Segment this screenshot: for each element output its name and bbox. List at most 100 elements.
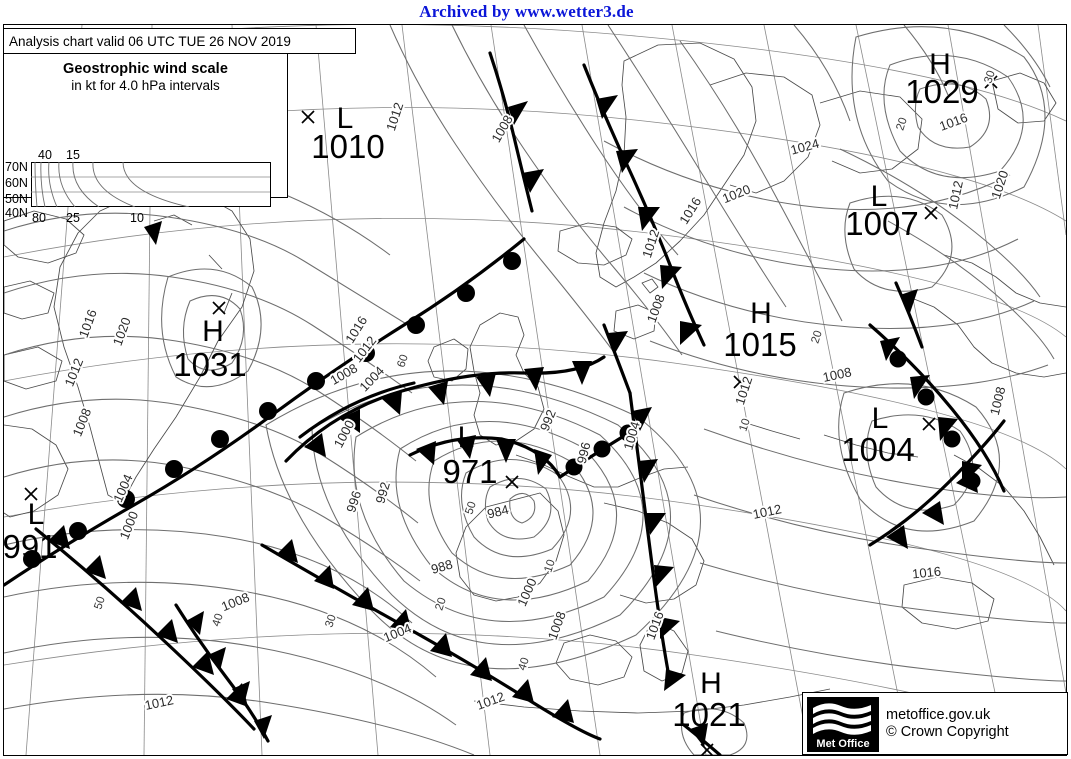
svg-text:60: 60 [395, 353, 410, 369]
svg-text:30: 30 [982, 69, 997, 85]
archive-banner: Archived by www.wetter3.de [419, 2, 634, 21]
svg-text:H: H [202, 315, 224, 348]
svg-text:10: 10 [737, 417, 752, 433]
svg-text:30: 30 [323, 613, 338, 629]
svg-text:996: 996 [343, 489, 364, 514]
svg-text:30: 30 [323, 613, 338, 629]
svg-text:984: 984 [486, 502, 511, 522]
svg-text:40: 40 [210, 612, 225, 628]
centre-marker-x [733, 375, 747, 389]
svg-text:50: 50 [463, 500, 478, 516]
svg-text:60: 60 [395, 353, 410, 369]
svg-text:996: 996 [574, 441, 594, 466]
meridian-label: 1010 [736, 415, 755, 434]
svg-text:40: 40 [516, 656, 531, 672]
svg-text:1010: 1010 [311, 128, 384, 165]
svg-text:L: L [872, 402, 889, 435]
svg-text:10: 10 [542, 558, 557, 574]
svg-text:L: L [458, 421, 475, 454]
meridian-label: 1010 [541, 556, 560, 575]
svg-text:L: L [871, 180, 888, 213]
wind-lat-70n: 70N [5, 160, 28, 174]
svg-text:996: 996 [574, 441, 594, 466]
svg-text:30: 30 [982, 69, 997, 85]
svg-text:1004: 1004 [841, 431, 914, 468]
svg-text:50: 50 [463, 500, 478, 516]
svg-text:1021: 1021 [672, 696, 745, 733]
svg-text:992: 992 [372, 480, 392, 505]
wind-scale-title: Geostrophic wind scale [63, 61, 228, 77]
svg-text:988: 988 [429, 556, 454, 576]
warm-front-pips [23, 252, 981, 568]
svg-text:1031: 1031 [173, 346, 246, 383]
wind-lat-60n: 60N [5, 176, 28, 190]
svg-text:H: H [929, 48, 951, 81]
svg-text:50: 50 [92, 595, 107, 611]
svg-text:971: 971 [442, 453, 497, 490]
centre-marker-x [505, 475, 519, 489]
svg-text:1007: 1007 [845, 205, 918, 242]
crown-copyright: © Crown Copyright [886, 723, 1009, 740]
svg-text:1029: 1029 [905, 73, 978, 110]
svg-text:H: H [750, 297, 772, 330]
svg-text:1008: 1008 [821, 364, 852, 385]
svg-text:L: L [28, 498, 45, 531]
svg-text:991: 991 [4, 528, 58, 565]
centre-marker-x [301, 110, 315, 124]
page-title: Analysis chart valid 06 UTC TUE 26 NOV 2… [9, 33, 291, 49]
centre-marker-x [700, 743, 714, 755]
metoffice-url: metoffice.gov.uk [886, 707, 991, 724]
svg-text:1012: 1012 [945, 179, 966, 210]
wind-bottom-label-25: 25 [66, 211, 80, 225]
wind-top-label-15: 15 [66, 148, 80, 162]
svg-text:L: L [337, 102, 354, 135]
wind-top-label-40: 40 [38, 148, 52, 162]
isobars [4, 25, 1066, 755]
svg-text:40: 40 [210, 612, 225, 628]
metoffice-logo-text: Met Office [816, 738, 869, 750]
svg-text:20: 20 [809, 329, 824, 345]
svg-text:1024: 1024 [789, 136, 821, 158]
pressure-centre-labels: L1010H1031L991L971H1015L1004H1029L1007H1… [4, 48, 979, 733]
metoffice-logo-box: Met Office metoffice.gov.uk © Crown Copy… [802, 692, 1068, 755]
metoffice-logo-mark: Met Office [807, 697, 879, 752]
wind-scale-plot [31, 162, 271, 207]
wind-bottom-label-10: 10 [130, 211, 144, 225]
svg-text:20: 20 [433, 596, 448, 612]
svg-text:1015: 1015 [723, 326, 796, 363]
svg-text:20: 20 [894, 116, 909, 132]
svg-text:1016: 1016 [911, 564, 941, 582]
svg-text:50: 50 [92, 595, 107, 611]
centre-marker-x [922, 417, 936, 431]
svg-text:10: 10 [542, 558, 557, 574]
svg-text:1012: 1012 [143, 692, 174, 713]
centre-markers [24, 75, 998, 755]
svg-text:20: 20 [433, 596, 448, 612]
metoffice-logo-caption: metoffice.gov.uk © Crown Copyright [879, 693, 1067, 754]
svg-text:1012: 1012 [751, 501, 782, 522]
centre-marker-x [24, 487, 38, 501]
svg-text:H: H [700, 667, 722, 700]
geostrophic-wind-scale-box: Geostrophic wind scale in kt for 4.0 hPa… [3, 53, 288, 225]
svg-text:20: 20 [809, 329, 824, 345]
wind-lat-50n: 50N [5, 192, 28, 206]
svg-text:40: 40 [516, 656, 531, 672]
centre-marker-x [924, 206, 938, 220]
